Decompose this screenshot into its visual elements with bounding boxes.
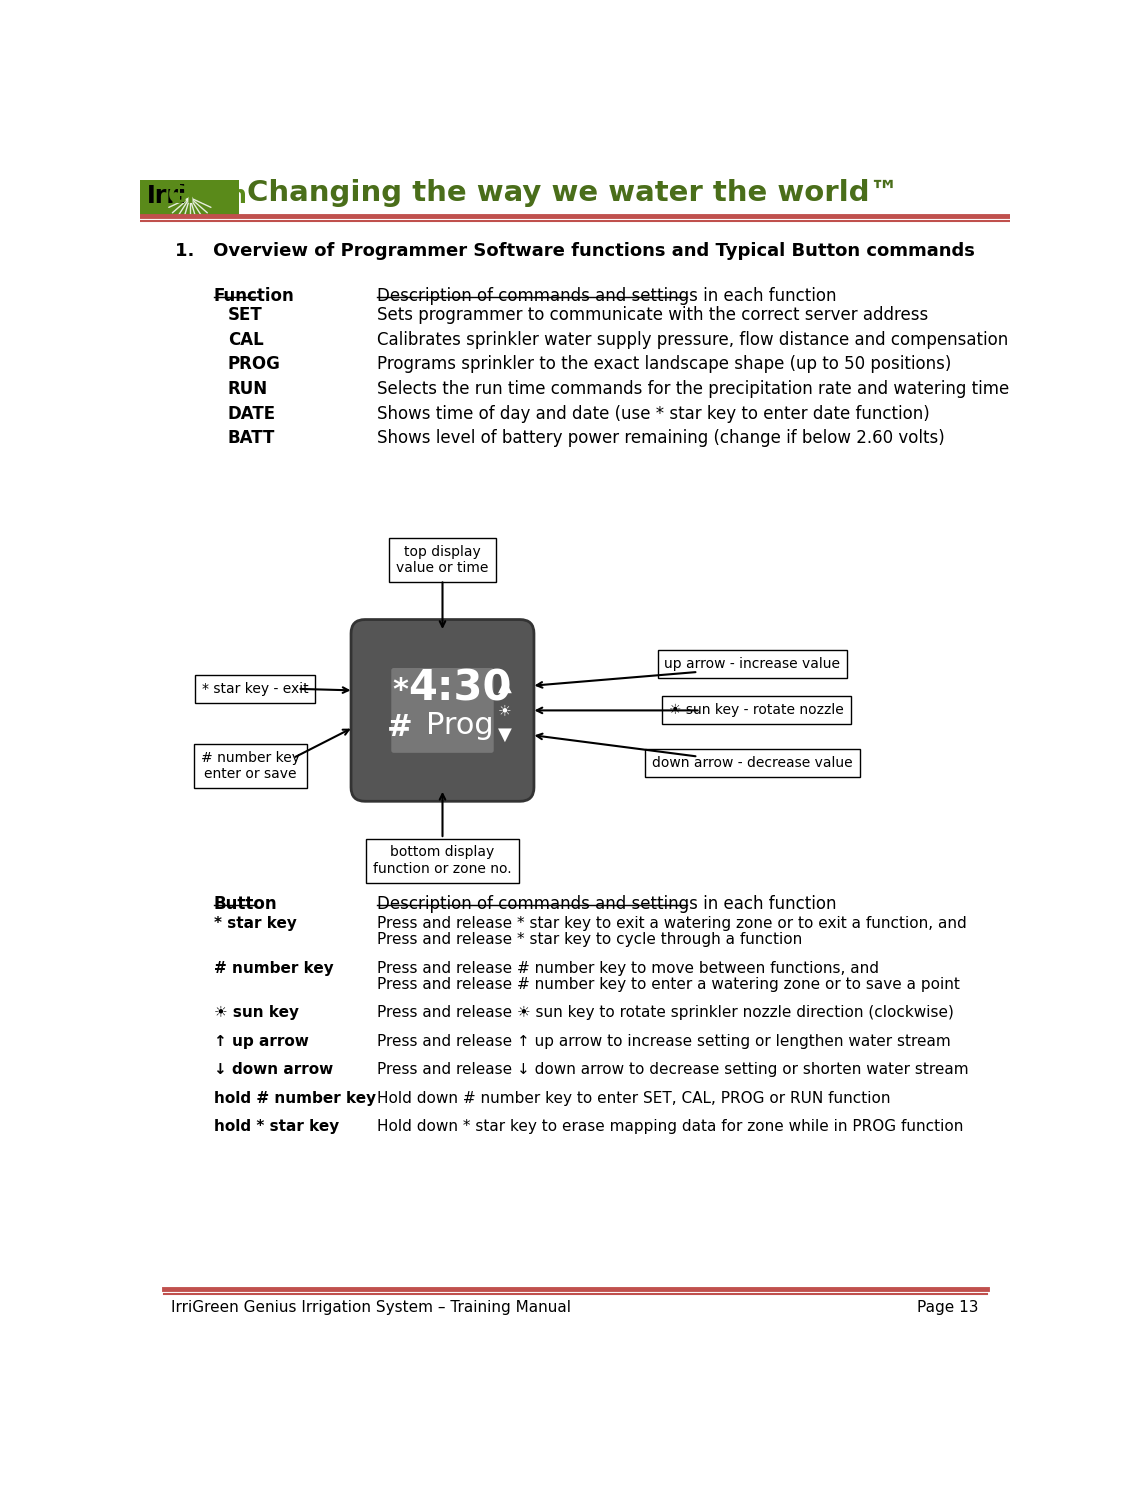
Text: CAL: CAL (228, 331, 264, 349)
Text: Function: Function (214, 286, 295, 304)
Text: 1.   Overview of Programmer Software functions and Typical Button commands: 1. Overview of Programmer Software funct… (175, 243, 975, 261)
Text: ☀ sun key: ☀ sun key (214, 1006, 298, 1021)
Text: ▲: ▲ (497, 676, 512, 694)
Text: Prog: Prog (425, 712, 494, 741)
Text: 4:30: 4:30 (407, 669, 512, 711)
Text: Press and release ☀ sun key to rotate sprinkler nozzle direction (clockwise): Press and release ☀ sun key to rotate sp… (377, 1006, 954, 1021)
Text: down arrow - decrease value: down arrow - decrease value (652, 755, 853, 770)
Text: Press and release # number key to move between functions, and: Press and release # number key to move b… (377, 961, 879, 976)
Text: Press and release # number key to enter a watering zone or to save a point: Press and release # number key to enter … (377, 977, 959, 992)
Text: hold * star key: hold * star key (214, 1120, 339, 1135)
Text: bottom display
function or zone no.: bottom display function or zone no. (374, 845, 512, 875)
Text: Changing the way we water the world™: Changing the way we water the world™ (247, 178, 899, 207)
Text: ↓ down arrow: ↓ down arrow (214, 1063, 333, 1078)
Text: DATE: DATE (228, 405, 276, 423)
Text: ☀: ☀ (498, 703, 512, 718)
Text: up arrow - increase value: up arrow - increase value (664, 657, 840, 672)
Text: Programs sprinkler to the exact landscape shape (up to 50 positions): Programs sprinkler to the exact landscap… (377, 355, 951, 373)
Text: Press and release ↓ down arrow to decrease setting or shorten water stream: Press and release ↓ down arrow to decrea… (377, 1063, 968, 1078)
Text: Press and release * star key to cycle through a function: Press and release * star key to cycle th… (377, 932, 802, 947)
Text: Irri: Irri (147, 183, 186, 207)
Text: RUN: RUN (228, 381, 268, 399)
Text: BATT: BATT (228, 429, 275, 447)
FancyBboxPatch shape (351, 619, 534, 802)
Text: PROG: PROG (228, 355, 280, 373)
FancyBboxPatch shape (390, 667, 495, 754)
Text: * star key: * star key (214, 916, 296, 931)
Text: Hold down * star key to erase mapping data for zone while in PROG function: Hold down * star key to erase mapping da… (377, 1120, 963, 1135)
Text: Hold down # number key to enter SET, CAL, PROG or RUN function: Hold down # number key to enter SET, CAL… (377, 1091, 890, 1106)
Text: ↑ up arrow: ↑ up arrow (214, 1034, 309, 1049)
Text: #: # (387, 714, 413, 742)
Text: hold # number key: hold # number key (214, 1091, 376, 1106)
Text: Button: Button (214, 895, 277, 913)
Text: Press and release ↑ up arrow to increase setting or lengthen water stream: Press and release ↑ up arrow to increase… (377, 1034, 950, 1049)
Text: Selects the run time commands for the precipitation rate and watering time: Selects the run time commands for the pr… (377, 381, 1009, 399)
Text: Green: Green (168, 183, 248, 207)
Text: Description of commands and settings in each function: Description of commands and settings in … (377, 286, 836, 304)
Text: ☀ sun key - rotate nozzle: ☀ sun key - rotate nozzle (669, 703, 844, 718)
Text: ▼: ▼ (497, 726, 512, 744)
Text: *: * (392, 676, 408, 705)
Text: Description of commands and settings in each function: Description of commands and settings in … (377, 895, 836, 913)
Text: Shows time of day and date (use * star key to enter date function): Shows time of day and date (use * star k… (377, 405, 929, 423)
Text: # number key
enter or save: # number key enter or save (201, 751, 300, 781)
Text: # number key: # number key (214, 961, 333, 976)
FancyBboxPatch shape (140, 180, 239, 216)
Text: Calibrates sprinkler water supply pressure, flow distance and compensation: Calibrates sprinkler water supply pressu… (377, 331, 1008, 349)
Text: Shows level of battery power remaining (change if below 2.60 volts): Shows level of battery power remaining (… (377, 429, 945, 447)
Text: Sets programmer to communicate with the correct server address: Sets programmer to communicate with the … (377, 306, 928, 324)
Text: * star key - exit: * star key - exit (202, 682, 309, 696)
Text: Page 13: Page 13 (918, 1300, 978, 1315)
Text: IrriGreen Genius Irrigation System – Training Manual: IrriGreen Genius Irrigation System – Tra… (172, 1300, 571, 1315)
Text: top display
value or time: top display value or time (396, 546, 489, 576)
Text: SET: SET (228, 306, 263, 324)
Text: Press and release * star key to exit a watering zone or to exit a function, and: Press and release * star key to exit a w… (377, 916, 966, 931)
